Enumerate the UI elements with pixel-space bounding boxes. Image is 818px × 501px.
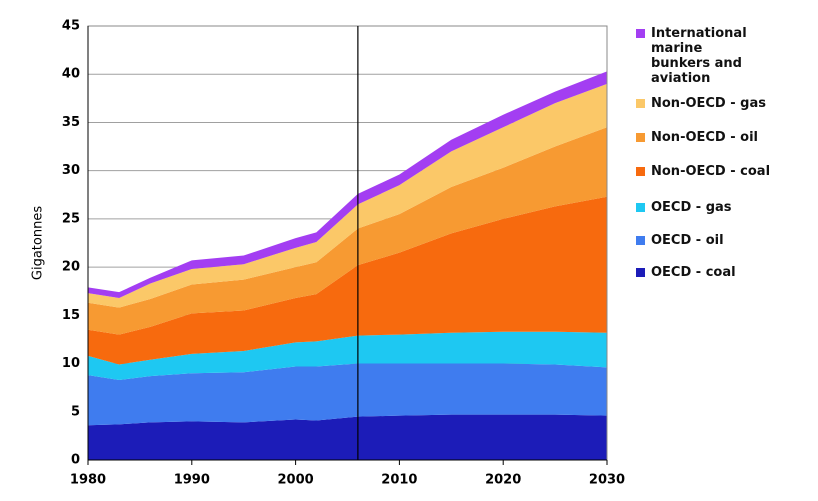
y-tick-label: 40: [62, 67, 80, 82]
x-tick-label: 1990: [174, 473, 210, 488]
y-tick-label: 35: [62, 115, 80, 130]
y-tick-label: 10: [62, 356, 80, 371]
x-tick-label: 2010: [381, 473, 417, 488]
legend-swatch: [636, 29, 645, 38]
y-tick-label: 45: [62, 19, 80, 34]
x-tick-label: 2030: [589, 473, 625, 488]
legend-label: OECD - coal: [651, 265, 736, 280]
area: [88, 363, 607, 426]
x-tick-label: 1980: [70, 473, 106, 488]
legend-swatch: [636, 167, 645, 176]
legend-swatch: [636, 203, 645, 212]
legend-label: OECD - gas: [651, 200, 732, 215]
area: [88, 331, 607, 380]
y-tick-label: 25: [62, 211, 80, 226]
legend-label: Non-OECD - oil: [651, 130, 759, 145]
y-tick-label: 30: [62, 163, 80, 178]
legend-label: International marine bunkers and aviatio…: [651, 26, 747, 86]
area: [88, 83, 607, 308]
area: [88, 127, 607, 335]
legend-label: OECD - oil: [651, 233, 724, 248]
legend-item: Non-OECD - gas: [636, 96, 806, 111]
legend-item: Non-OECD - coal: [636, 164, 806, 179]
legend-swatch: [636, 133, 645, 142]
legend-label: Non-OECD - gas: [651, 96, 766, 111]
legend-item: Non-OECD - oil: [636, 130, 806, 145]
y-tick-label: 20: [62, 260, 80, 275]
y-axis-label: Gigatonnes: [31, 206, 46, 280]
y-tick-label: 15: [62, 308, 80, 323]
legend-item: International marine bunkers and aviatio…: [636, 26, 806, 86]
legend-item: OECD - oil: [636, 233, 806, 248]
legend-item: OECD - coal: [636, 265, 806, 280]
y-tick-label: 5: [71, 404, 80, 419]
area: [88, 71, 607, 298]
area: [88, 196, 607, 365]
x-tick-label: 2000: [278, 473, 314, 488]
legend-label: Non-OECD - coal: [651, 164, 771, 179]
area: [88, 414, 607, 460]
y-tick-label: 0: [71, 453, 80, 468]
legend-swatch: [636, 236, 645, 245]
x-tick-label: 2020: [485, 473, 521, 488]
legend-swatch: [636, 99, 645, 108]
legend-item: OECD - gas: [636, 200, 806, 215]
legend-swatch: [636, 268, 645, 277]
